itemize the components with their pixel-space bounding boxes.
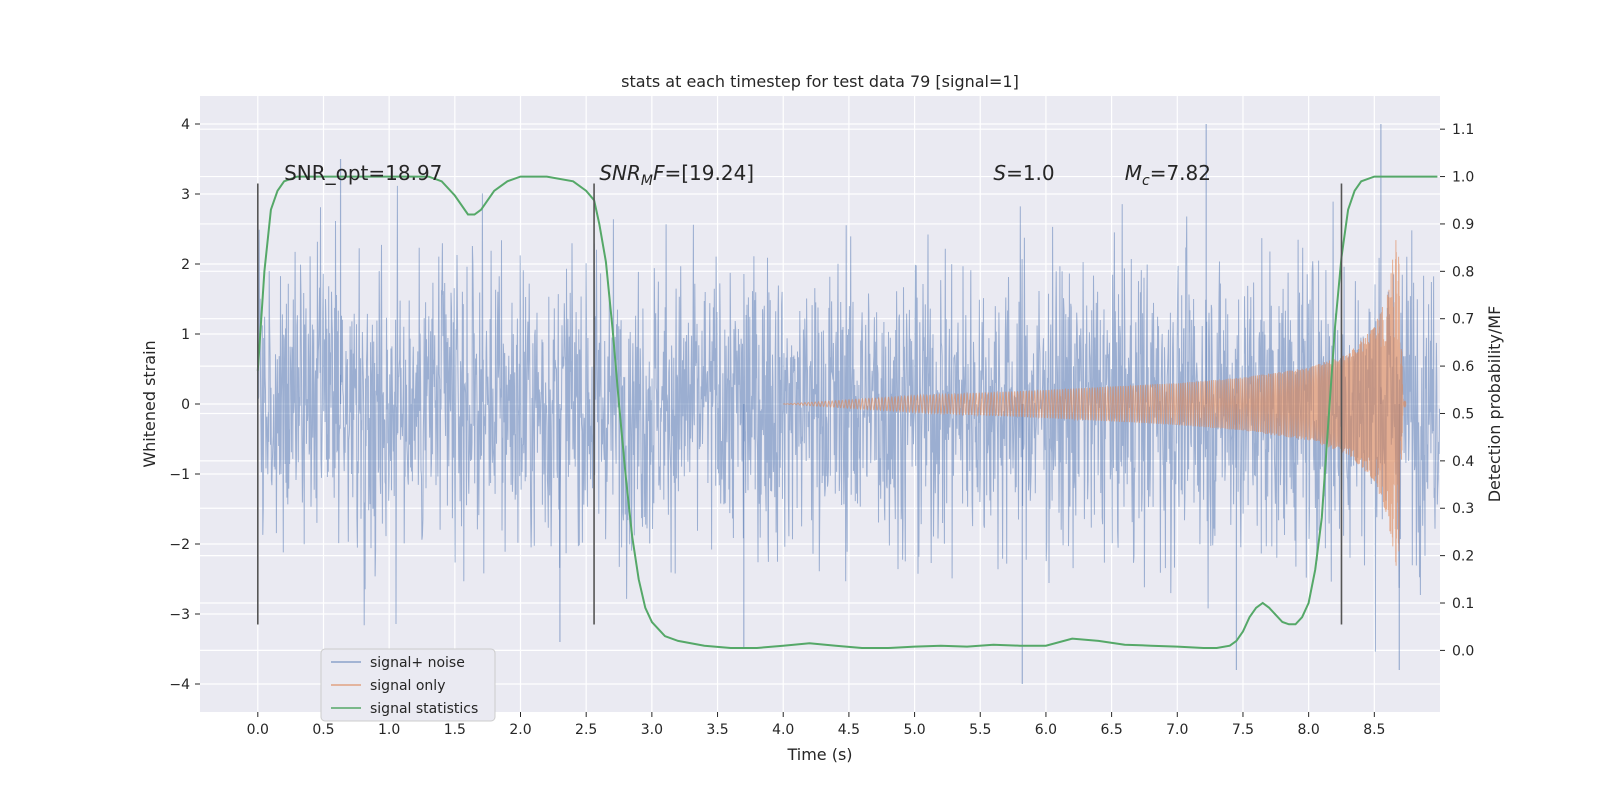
x-tick-label-2: 1.0 xyxy=(378,722,400,738)
x-tick-label-10: 5.0 xyxy=(903,722,925,738)
annotation-s-value: S=1.0 xyxy=(993,161,1054,185)
yr-tick-label-1: 0.1 xyxy=(1452,596,1474,612)
y-tick-label-7: 3 xyxy=(181,187,190,203)
legend-label-signal-statistics: signal statistics xyxy=(370,701,478,717)
legend: signal+ noise signal only signal statist… xyxy=(320,648,496,722)
x-tick-label-3: 1.5 xyxy=(444,722,466,738)
y-right-axis-label: Detection probability/MF xyxy=(1485,306,1504,503)
y-right-axis-ticks: 0.0 0.1 0.2 0.3 0.4 0.5 0.6 0.7 0.8 0.9 1.0 1.1 xyxy=(1440,122,1474,659)
x-tick-label-6: 3.0 xyxy=(641,722,663,738)
x-tick-label-17: 8.5 xyxy=(1363,722,1385,738)
annotation-snr-opt: SNR_opt=18.97 xyxy=(284,161,442,185)
yr-tick-label-6: 0.6 xyxy=(1452,359,1474,375)
y-tick-label-5: 1 xyxy=(181,327,190,343)
legend-label-signal-only: signal only xyxy=(370,678,445,694)
x-tick-label-9: 4.5 xyxy=(838,722,860,738)
x-tick-label-5: 2.5 xyxy=(575,722,597,738)
yr-tick-label-4: 0.4 xyxy=(1452,454,1474,470)
yr-tick-label-11: 1.1 xyxy=(1452,122,1474,138)
x-tick-label-1: 0.5 xyxy=(312,722,334,738)
series-signal-statistics-line xyxy=(256,175,1438,649)
series-signal-noise-line xyxy=(257,185,1440,652)
series-layer xyxy=(256,124,1440,684)
yr-tick-label-2: 0.2 xyxy=(1452,549,1474,565)
yr-tick-label-8: 0.8 xyxy=(1452,264,1474,280)
yr-tick-label-10: 1.0 xyxy=(1452,170,1474,186)
x-tick-label-16: 8.0 xyxy=(1298,722,1320,738)
x-tick-label-4: 2.0 xyxy=(509,722,531,738)
y-tick-label-4: 0 xyxy=(181,397,190,413)
y-tick-label-6: 2 xyxy=(181,257,190,273)
x-tick-label-8: 4.0 xyxy=(772,722,794,738)
x-tick-label-13: 6.5 xyxy=(1100,722,1122,738)
legend-box xyxy=(320,648,496,722)
yr-tick-label-0: 0.0 xyxy=(1452,643,1474,659)
x-tick-label-15: 7.5 xyxy=(1232,722,1254,738)
x-axis-label: Time (s) xyxy=(786,745,852,764)
yr-tick-label-3: 0.3 xyxy=(1452,501,1474,517)
y-tick-label-0: −4 xyxy=(169,677,190,693)
y-axis-ticks: −4 −3 −2 −1 0 1 2 3 4 xyxy=(169,117,200,693)
y-tick-label-8: 4 xyxy=(181,117,190,133)
y-tick-label-2: −2 xyxy=(169,537,190,553)
vertical-markers xyxy=(256,183,1343,625)
annotations: SNR_opt=18.97 SNRMF=[19.24] S=1.0 Mc=7.82 xyxy=(284,161,1211,189)
x-tick-label-12: 6.0 xyxy=(1035,722,1057,738)
x-tick-label-11: 5.5 xyxy=(969,722,991,738)
x-tick-label-7: 3.5 xyxy=(706,722,728,738)
legend-label-signal-noise: signal+ noise xyxy=(370,655,465,671)
chart-title: stats at each timestep for test data 79 … xyxy=(621,72,1019,91)
yr-tick-label-7: 0.7 xyxy=(1452,312,1474,328)
series-signal-only-line xyxy=(783,240,1407,566)
x-axis-ticks: 0.0 0.5 1.0 1.5 2.0 2.5 3.0 3.5 4.0 4.5 5.0 5.5 6.0 6… xyxy=(247,712,1385,738)
annotation-mc-value: Mc=7.82 xyxy=(1125,161,1211,189)
y-tick-label-3: −1 xyxy=(169,467,190,483)
y-tick-label-1: −3 xyxy=(169,607,190,623)
annotation-snr-mf: SNRMF=[19.24] xyxy=(599,161,754,189)
yr-tick-label-9: 0.9 xyxy=(1452,217,1474,233)
x-tick-label-0: 0.0 xyxy=(247,722,269,738)
yr-tick-label-5: 0.5 xyxy=(1452,406,1474,422)
x-tick-label-14: 7.0 xyxy=(1166,722,1188,738)
y-axis-label: Whitened strain xyxy=(140,340,159,467)
